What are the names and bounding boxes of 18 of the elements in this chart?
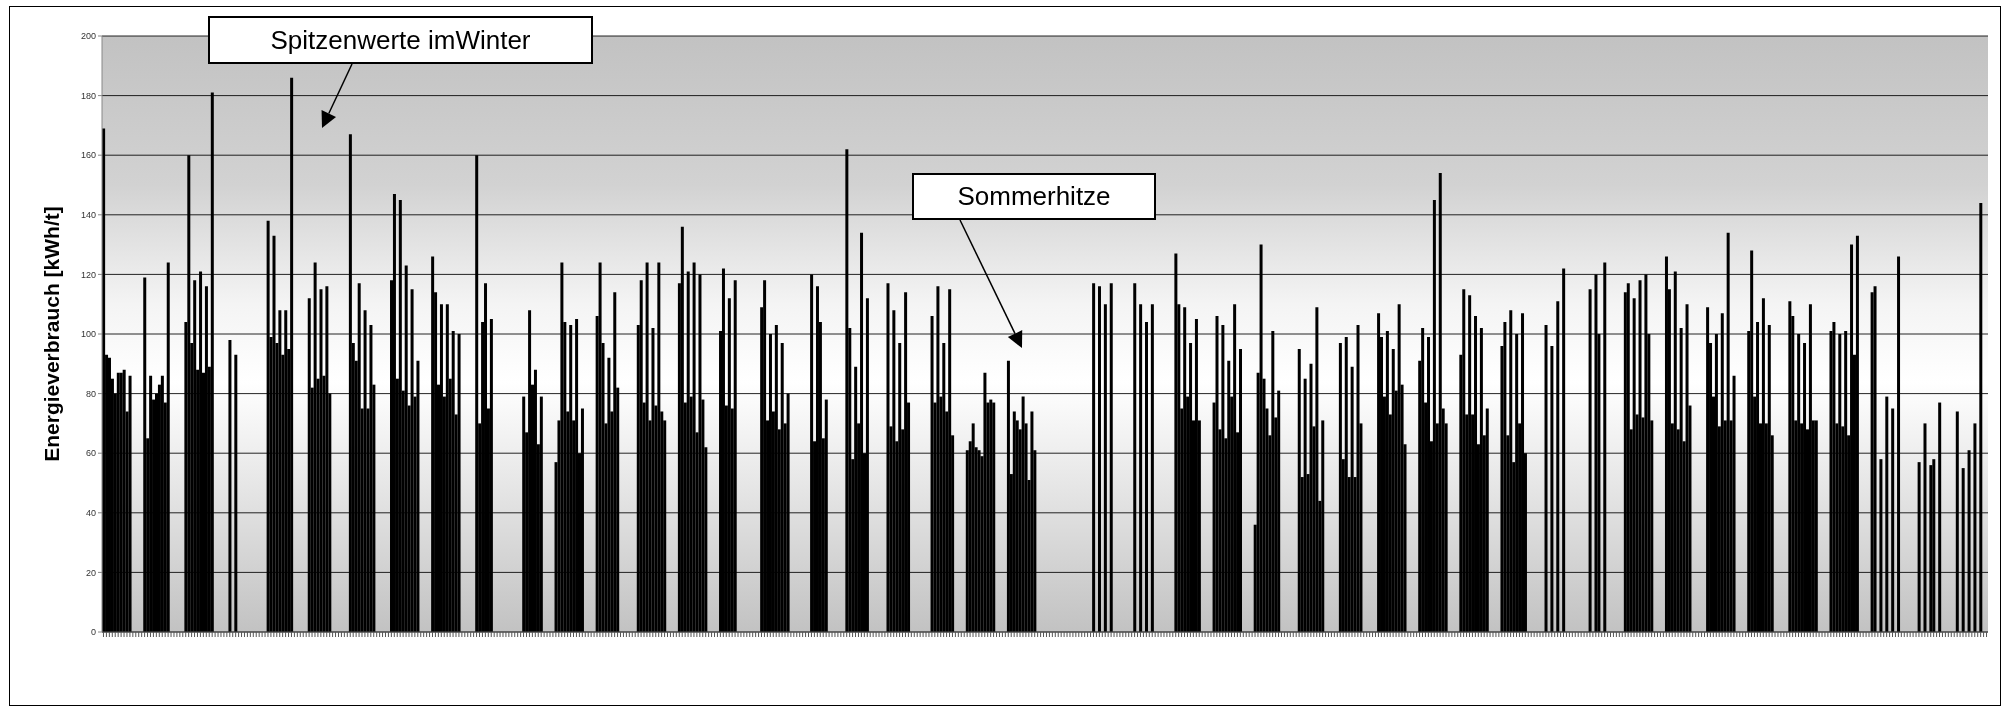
y-tick-label: 120 xyxy=(80,269,96,280)
bar xyxy=(1021,396,1025,632)
callout-box: Sommerhitze xyxy=(912,173,1156,220)
callout-box: Spitzenwerte imWinter xyxy=(208,16,593,64)
bar xyxy=(971,423,975,632)
y-tick-label: 60 xyxy=(85,448,96,459)
y-tick-label: 40 xyxy=(85,507,96,518)
y-tick-label: 20 xyxy=(85,567,96,578)
bar xyxy=(989,399,993,632)
y-tick-label: 180 xyxy=(80,90,96,101)
y-axis-title: Energieverbrauch [kWh/t] xyxy=(40,206,64,462)
y-tick-label: 0 xyxy=(90,627,96,638)
y-tick-label: 140 xyxy=(80,210,96,220)
bar xyxy=(119,372,123,632)
y-tick-label: 200 xyxy=(80,31,96,42)
y-tick-label: 80 xyxy=(85,388,96,399)
y-tick-label: 100 xyxy=(80,329,96,340)
y-tick-label: 160 xyxy=(80,150,96,161)
